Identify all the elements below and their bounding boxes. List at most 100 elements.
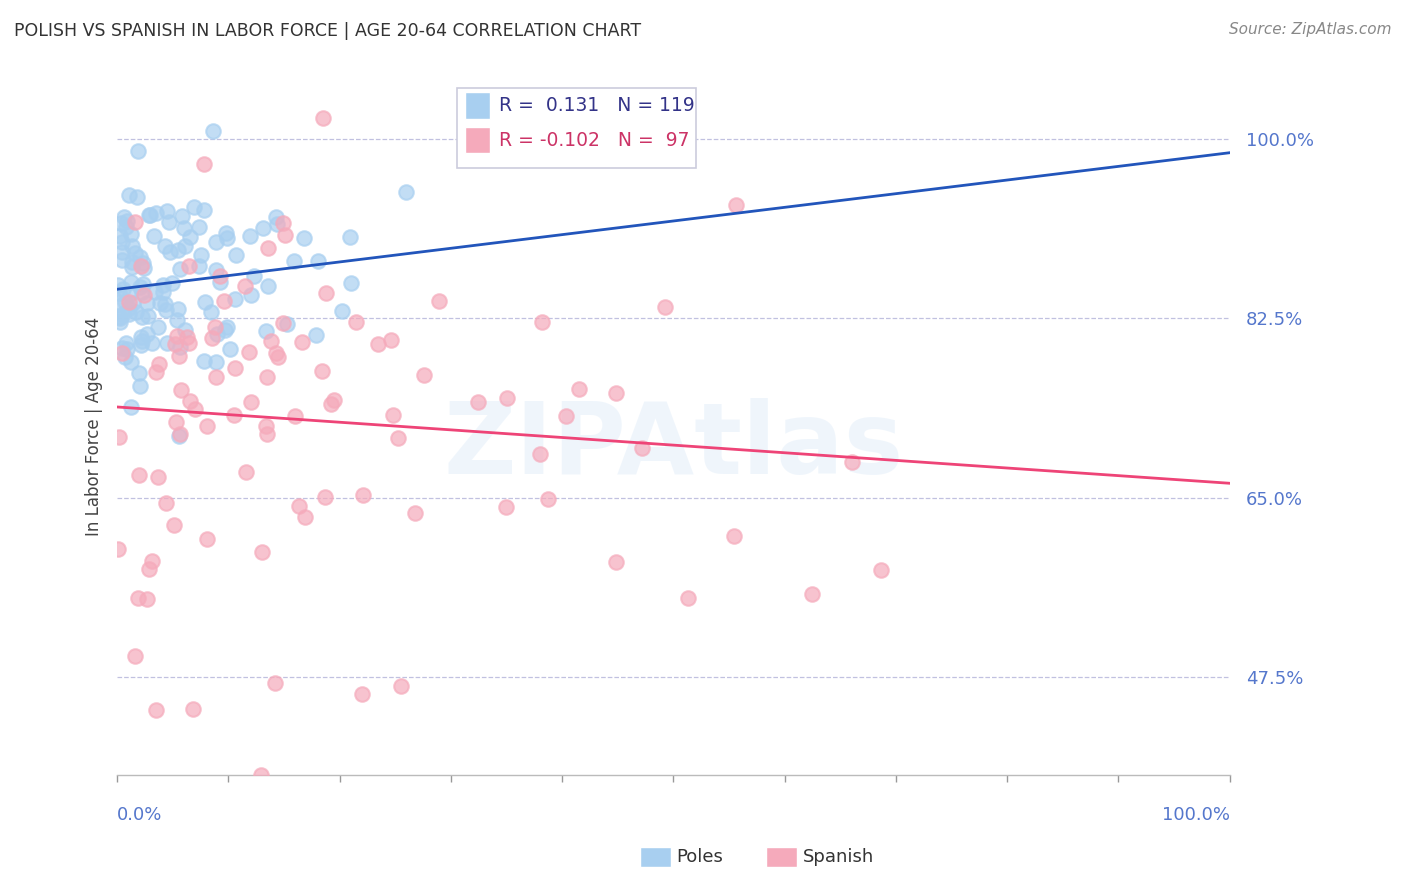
Point [157, 215, 180, 229]
Point [264, 346, 287, 360]
Point [152, 278, 174, 293]
Point [537, 491, 560, 506]
Point [155, 297, 177, 311]
Point [131, 330, 153, 344]
Point [177, 259, 200, 273]
Point [214, 323, 236, 337]
Point [138, 208, 160, 222]
Point [139, 208, 162, 222]
Point [395, 185, 418, 199]
Point [174, 323, 197, 337]
Point [184, 402, 207, 417]
Point [678, 591, 700, 606]
Point [118, 188, 141, 202]
Point [381, 408, 404, 422]
Point [131, 338, 153, 352]
Point [240, 288, 263, 302]
Point [330, 304, 353, 318]
Point [271, 216, 294, 230]
Point [163, 518, 186, 533]
Point [367, 336, 389, 351]
Point [136, 309, 159, 323]
Point [630, 441, 652, 455]
Point [135, 326, 157, 341]
Point [254, 419, 277, 434]
Point [110, 217, 132, 231]
Point [467, 395, 489, 409]
Point [194, 294, 217, 309]
Point [179, 230, 201, 244]
Point [201, 331, 224, 345]
Point [110, 311, 132, 326]
Point [204, 320, 226, 334]
Point [224, 361, 246, 376]
Point [274, 228, 297, 243]
Point [155, 496, 177, 510]
Point [723, 529, 745, 543]
Point [225, 248, 247, 262]
Point [143, 285, 166, 299]
Point [114, 294, 136, 309]
Point [134, 287, 156, 301]
Point [323, 392, 346, 407]
Point [145, 704, 167, 718]
Point [135, 296, 157, 310]
Point [288, 499, 311, 513]
Point [159, 245, 181, 260]
Point [260, 334, 283, 348]
Point [315, 285, 337, 300]
Point [167, 243, 190, 257]
Point [188, 219, 211, 234]
Point [344, 314, 367, 328]
Point [138, 562, 160, 576]
Point [276, 317, 298, 331]
Point [129, 250, 152, 264]
Point [605, 555, 627, 569]
Point [169, 261, 191, 276]
Point [120, 355, 142, 369]
Point [169, 349, 191, 363]
Point [314, 490, 336, 504]
Point [167, 302, 190, 317]
Point [529, 446, 551, 460]
Point [111, 345, 134, 359]
Point [254, 324, 277, 338]
Point [146, 320, 169, 334]
Point [239, 228, 262, 243]
Point [152, 285, 174, 299]
Point [141, 335, 163, 350]
Point [173, 238, 195, 252]
Point [291, 334, 314, 349]
Point [111, 282, 134, 296]
Point [238, 345, 260, 359]
Point [148, 357, 170, 371]
Point [219, 343, 242, 357]
Point [118, 287, 141, 301]
Point [128, 467, 150, 482]
Text: R =  0.131   N = 119: R = 0.131 N = 119 [499, 95, 695, 115]
Point [131, 285, 153, 299]
Point [294, 510, 316, 524]
Point [169, 340, 191, 354]
Point [145, 365, 167, 379]
Point [173, 220, 195, 235]
Point [117, 301, 139, 315]
Text: 100.0%: 100.0% [1161, 806, 1230, 824]
Point [114, 219, 136, 234]
Point [172, 210, 194, 224]
Point [129, 279, 152, 293]
Point [387, 431, 409, 445]
Point [800, 587, 823, 601]
Point [166, 313, 188, 327]
Point [129, 379, 152, 393]
Point [235, 465, 257, 479]
Point [267, 350, 290, 364]
Point [160, 277, 183, 291]
Point [339, 229, 361, 244]
Point [208, 268, 231, 283]
Point [121, 239, 143, 253]
Point [205, 263, 228, 277]
Point [115, 343, 138, 357]
Point [111, 253, 134, 268]
Point [193, 157, 215, 171]
